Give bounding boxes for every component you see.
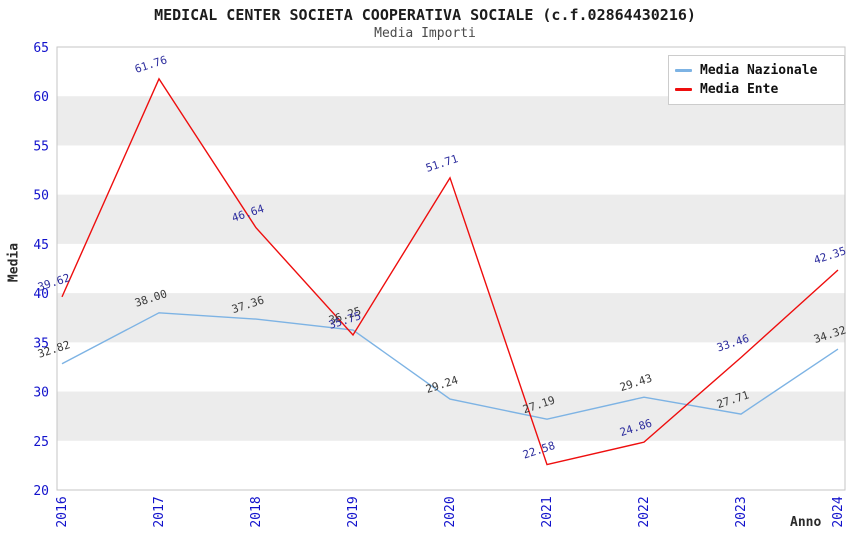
page-title: MEDICAL CENTER SOCIETA COOPERATIVA SOCIA… (154, 6, 696, 24)
plot-border (56, 46, 846, 491)
x-tick-label: 2023 (734, 496, 749, 527)
y-tick-label: 25 (33, 435, 49, 450)
legend-item-media-nazionale: Media Nazionale (675, 63, 838, 78)
y-tick-label: 35 (33, 336, 49, 351)
y-tick-label: 65 (33, 41, 49, 56)
legend-line-icon (675, 68, 692, 72)
legend-label: Media Ente (700, 82, 779, 98)
series-line-media-ente (61, 77, 839, 466)
x-tick-label: 2021 (540, 496, 555, 527)
y-tick-label: 60 (33, 90, 49, 105)
y-tick-label: 55 (33, 139, 49, 154)
series-line-media-nazionale (61, 312, 839, 420)
y-tick-label: 50 (33, 189, 49, 204)
legend: Media Nazionale Media Ente (668, 55, 845, 105)
legend-label: Media Nazionale (700, 62, 818, 78)
y-tick-label: 30 (33, 386, 49, 401)
chart-subtitle: Media Importi (374, 26, 476, 41)
grid-band (57, 194, 845, 244)
legend-item-media-ente: Media Ente (675, 82, 838, 97)
x-tick-label: 2019 (346, 496, 361, 527)
x-tick-label: 2024 (831, 496, 846, 527)
y-tick-label: 20 (33, 484, 49, 499)
x-tick-label: 2020 (443, 496, 458, 527)
y-tick-label: 40 (33, 287, 49, 302)
legend-line-icon (675, 88, 692, 92)
x-tick-label: 2018 (249, 496, 264, 527)
y-axis-title: Media (6, 242, 22, 283)
grid-band (57, 293, 845, 343)
x-tick-label: 2017 (152, 496, 167, 527)
x-axis-title: Anno (790, 515, 822, 530)
y-tick-label: 45 (33, 238, 49, 253)
x-tick-label: 2022 (637, 496, 652, 527)
x-tick-label: 2016 (55, 496, 70, 527)
